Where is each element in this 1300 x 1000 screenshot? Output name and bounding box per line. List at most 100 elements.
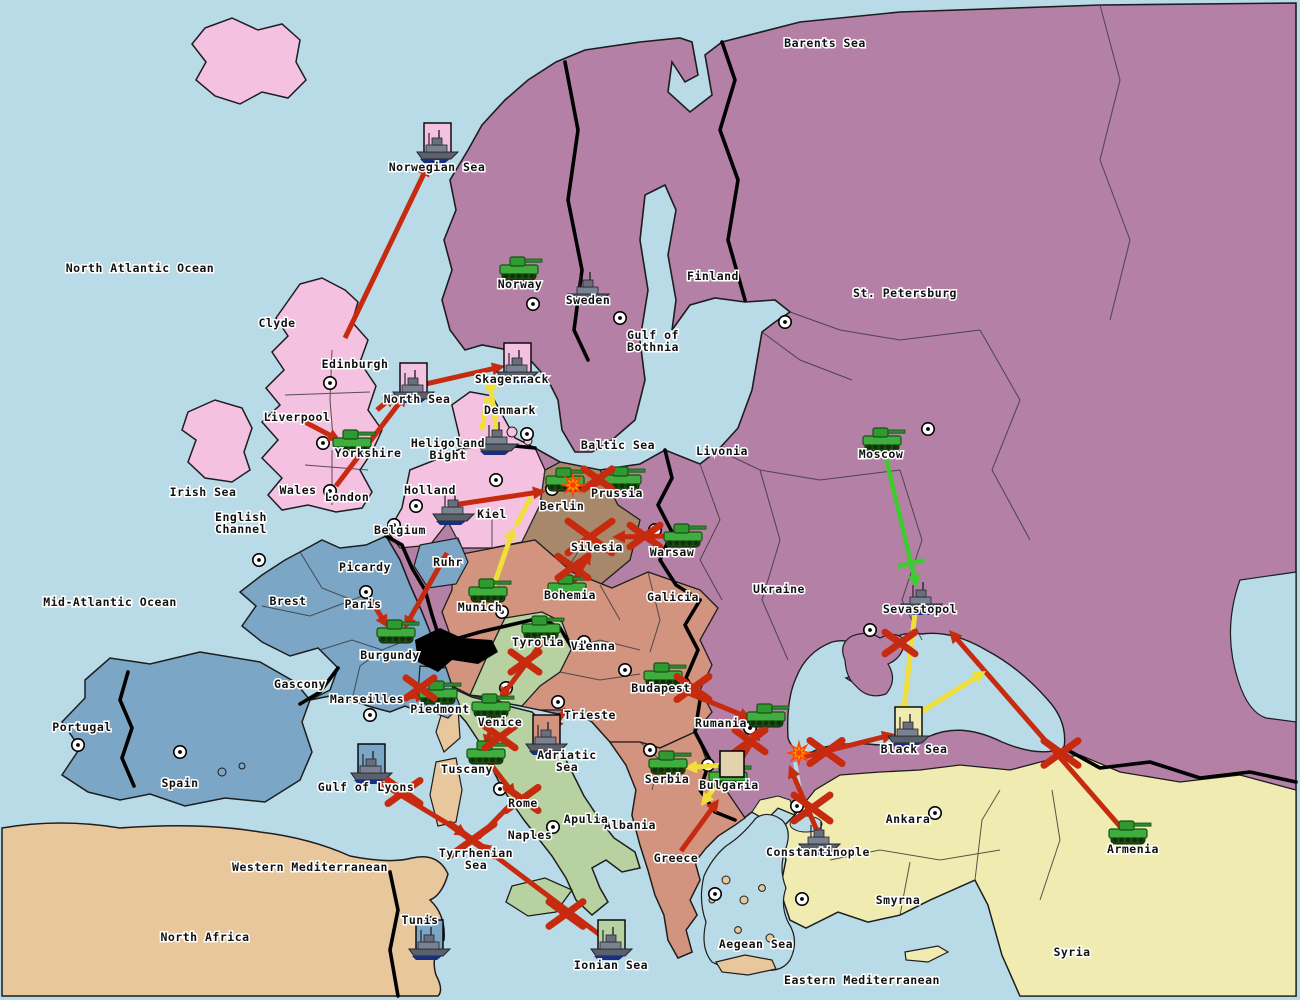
failed-order-x: [545, 898, 587, 930]
map-label-armenia: Armenia: [1107, 842, 1159, 856]
map-label-ionian-sea: Ionian Sea: [574, 958, 648, 972]
map-label-tyrrhenian-sea: Tyrrhenian Sea: [439, 846, 513, 872]
army-unit-warsaw[interactable]: [663, 523, 707, 548]
danish-isles: [506, 426, 533, 446]
supply-center: [519, 426, 534, 441]
army-unit-munich[interactable]: [468, 578, 512, 603]
map-label-wales: Wales: [279, 483, 316, 497]
map-label-rumania: Rumania: [695, 716, 747, 730]
map-label-tyrolia: Tyrolia: [512, 635, 564, 649]
failed-order-x: [402, 674, 438, 702]
failed-order-x: [502, 783, 542, 815]
region-ireland[interactable]: [181, 399, 253, 483]
map-label-bohemia: Bohemia: [544, 588, 596, 602]
supply-center: [494, 604, 509, 619]
army-unit-budapest[interactable]: [643, 662, 687, 687]
map-label-norwegian-sea: Norwegian Sea: [389, 160, 486, 174]
region-france[interactable]: [238, 535, 453, 713]
order-arrow-red: [802, 730, 895, 760]
map-label-denmark: Denmark: [484, 403, 536, 417]
fleet-unit-sevastopol[interactable]: [900, 582, 944, 615]
failed-order-x: [673, 672, 713, 704]
supply-center: [550, 694, 565, 709]
order-arrow-yellow: [919, 671, 986, 715]
failed-order-x: [580, 465, 616, 493]
map-label-finland: Finland: [687, 269, 739, 283]
order-arrow-red: [678, 799, 719, 853]
order-arrow-red: [452, 486, 546, 508]
map-label-holland: Holland: [404, 483, 456, 497]
army-unit-norway[interactable]: [499, 256, 543, 281]
supply-center: [408, 498, 423, 513]
map-label-naples: Naples: [508, 828, 553, 842]
map-label-greece: Greece: [654, 851, 699, 865]
region-iceland[interactable]: [191, 17, 307, 105]
map-label-warsaw: Warsaw: [650, 545, 695, 559]
order-arrow-yellow: [479, 397, 490, 431]
fleet-unit-tunis[interactable]: [408, 919, 452, 960]
fleet-unit-norwegian-sea[interactable]: [416, 122, 460, 163]
map-label-munich: Munich: [458, 600, 503, 614]
map-label-english-channel: English Channel: [215, 510, 267, 536]
region-constantinople-west[interactable]: [751, 795, 796, 821]
supply-center: [545, 819, 560, 834]
map-label-trieste: Trieste: [564, 708, 616, 722]
fleet-unit-denmark[interactable]: [476, 422, 520, 455]
island-crete[interactable]: [715, 954, 777, 976]
supply-center: [322, 375, 337, 390]
map-label-baltic-sea: Baltic Sea: [581, 438, 655, 452]
fleet-unit-skagerrack[interactable]: [496, 342, 540, 383]
failed-order-x: [384, 776, 424, 808]
fleet-unit-black-sea[interactable]: [887, 706, 931, 747]
map-label-tunis: Tunis: [401, 913, 438, 927]
caspian-sea: [1229, 571, 1297, 723]
map-label-north-atlantic-ocean: North Atlantic Ocean: [66, 261, 214, 275]
map-label-sweden: Sweden: [566, 293, 611, 307]
supply-center: [525, 296, 540, 311]
map-label-clyde: Clyde: [258, 316, 295, 330]
fleet-unit-ionian-sea[interactable]: [590, 919, 634, 960]
supply-center: [386, 517, 401, 532]
map-label-kiel: Kiel: [477, 507, 507, 521]
map-label-prussia: Prussia: [591, 486, 643, 500]
map-label-portugal: Portugal: [52, 720, 111, 734]
army-unit-serbia[interactable]: [648, 750, 692, 775]
fleet-unit-adriatic-sea[interactable]: [525, 714, 569, 755]
supply-center: [612, 310, 627, 325]
map-label-silesia: Silesia: [571, 540, 623, 554]
supply-center: [920, 421, 935, 436]
map-label-marseilles: Marseilles: [330, 692, 404, 706]
army-unit-yorkshire[interactable]: [332, 429, 376, 454]
failed-order-x: [481, 722, 519, 752]
map-label-paris: Paris: [344, 597, 381, 611]
island-cyprus[interactable]: [904, 945, 950, 963]
map-label-belgium: Belgium: [374, 523, 426, 537]
army-unit-rumania[interactable]: [746, 703, 790, 728]
map-label-picardy: Picardy: [339, 560, 391, 574]
supply-center: [576, 634, 591, 649]
map-label-ankara: Ankara: [886, 812, 931, 826]
fleet-unit-north-sea[interactable]: [392, 362, 436, 403]
army-unit-tyrolia[interactable]: [521, 615, 565, 640]
army-unit-moscow[interactable]: [862, 427, 906, 452]
army-unit-venice[interactable]: [471, 693, 515, 718]
map-label-yorkshire: Yorkshire: [335, 446, 402, 460]
map-label-liverpool: Liverpool: [264, 410, 331, 424]
fleet-unit-constantinople[interactable]: [798, 822, 842, 855]
army-unit-armenia[interactable]: [1108, 820, 1152, 845]
fleet-unit-holland[interactable]: [432, 492, 476, 525]
failed-order-x: [881, 628, 919, 658]
map-label-sevastopol: Sevastopol: [883, 602, 957, 616]
map-label-tuscany: Tuscany: [441, 762, 493, 776]
map-label-venice: Venice: [478, 715, 523, 729]
failed-order-x: [806, 736, 846, 768]
map-label-ruhr: Ruhr: [433, 555, 463, 569]
map-label-burgundy: Burgundy: [360, 648, 419, 662]
labels-layer: Barents Sea North Atlantic Ocean Norwegian…: [42, 35, 1160, 989]
fleet-unit-gulf-of-lyons[interactable]: [350, 743, 394, 784]
fleet-unit-sweden[interactable]: [567, 272, 611, 305]
region-turkey[interactable]: [779, 754, 1297, 997]
island-sardinia[interactable]: [429, 757, 463, 827]
map-label-aegean-sea: Aegean Sea: [719, 937, 793, 951]
army-unit-burgundy[interactable]: [376, 619, 420, 644]
